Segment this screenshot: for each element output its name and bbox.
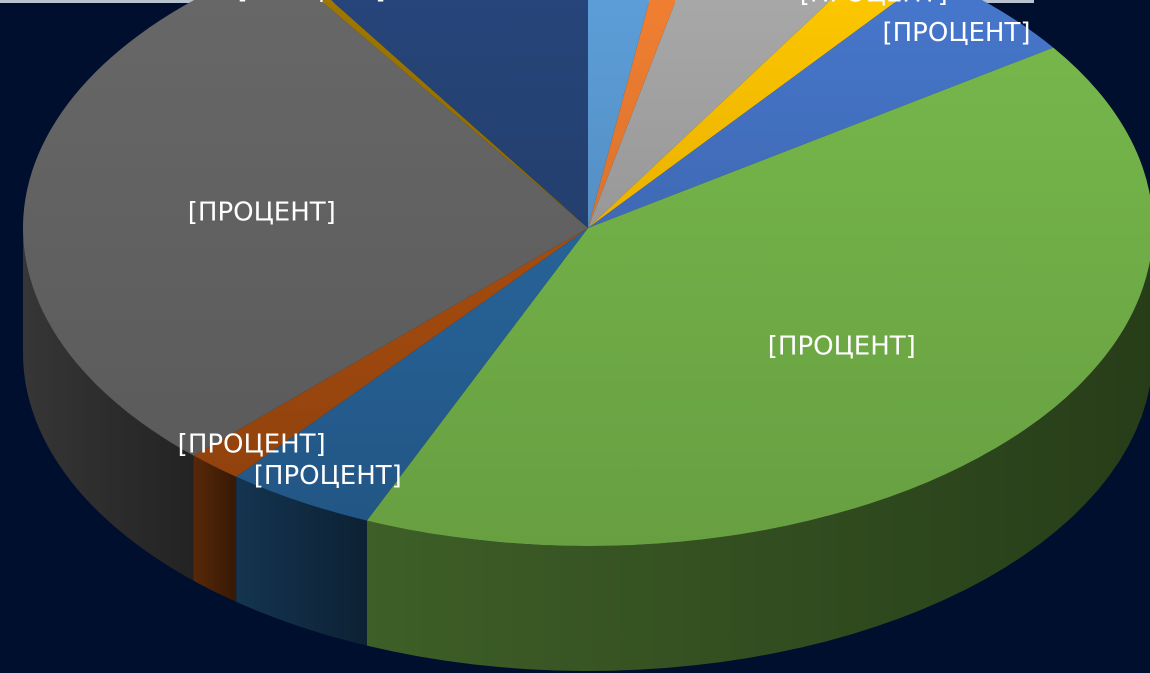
pie-slice-5 <box>366 47 1150 546</box>
pie-data-label-3: [ПРОЦЕНТ] <box>800 0 948 8</box>
pie-labels: [ПРОЦЕНТ][ПРОЦЕНТ][ПРОЦЕНТ][ПРОЦЕНТ][ПРО… <box>178 0 1031 491</box>
pie-data-label-5: [ПРОЦЕНТ] <box>768 332 916 362</box>
pie-data-label-9: [ПРОЦЕНТ] <box>237 0 385 5</box>
pie-wall-7 <box>193 455 237 602</box>
pie-wall-6 <box>236 476 367 646</box>
pie-wall-5 <box>366 260 1150 671</box>
pie-data-label-4: [ПРОЦЕНТ] <box>882 18 1030 48</box>
pie-slice-1 <box>588 0 676 228</box>
pie-slice-6 <box>236 228 588 521</box>
pie-top <box>23 0 1150 546</box>
pie-data-label-6: [ПРОЦЕНТ] <box>254 461 402 491</box>
pie-wall-8 <box>23 228 194 581</box>
pie-slice-0 <box>588 0 650 228</box>
pie-slice-8 <box>23 0 588 456</box>
pie-data-label-8: [ПРОЦЕНТ] <box>188 198 336 228</box>
pie-slice-9 <box>320 0 588 228</box>
pie-slice-7 <box>193 228 589 477</box>
pie-data-label-7: [ПРОЦЕНТ] <box>178 430 326 460</box>
pie-side-walls <box>23 228 1150 671</box>
pie-slice-2 <box>588 0 832 228</box>
pie-slice-4 <box>588 0 1054 228</box>
pie-slice-10 <box>330 0 588 228</box>
